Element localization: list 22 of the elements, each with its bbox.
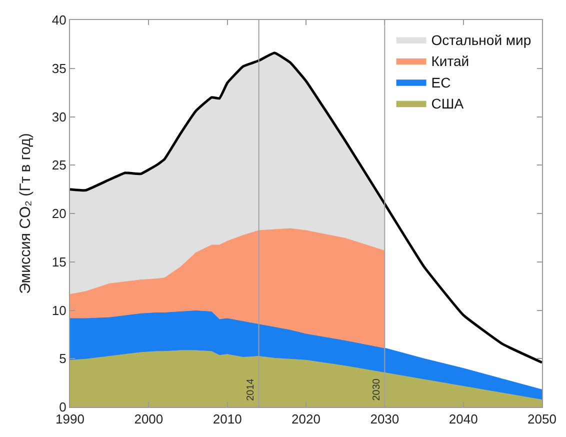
- y-tick-label: 40: [52, 12, 66, 28]
- ref-line-label: 2030: [372, 378, 383, 401]
- ref-line-label: 2014: [246, 378, 257, 401]
- x-tick-label: 2000: [134, 412, 164, 427]
- y-tick-label: 10: [52, 302, 66, 318]
- y-tick-label: 20: [52, 206, 66, 222]
- legend-label: США: [431, 96, 464, 112]
- y-tick-label: 15: [52, 254, 66, 270]
- x-tick-label: 2040: [448, 412, 478, 427]
- y-axis-title: Эмиссия CO₂ (Гт в год): [17, 133, 34, 294]
- legend-label: ЕС: [431, 74, 451, 90]
- legend-label: Китай: [431, 53, 470, 70]
- y-tick-label: 5: [59, 351, 66, 366]
- x-tick-label: 2020: [292, 412, 320, 427]
- line-series: [70, 52, 542, 364]
- y-tick-label: 25: [52, 158, 66, 173]
- x-tick-label: 2030: [370, 412, 400, 427]
- y-tick-label: 30: [52, 109, 66, 124]
- x-tick-label: 2050: [528, 412, 556, 427]
- x-tick-label: 2010: [212, 412, 242, 427]
- legend-label: Остальной мир: [431, 32, 532, 48]
- y-tick-label: 35: [52, 60, 66, 76]
